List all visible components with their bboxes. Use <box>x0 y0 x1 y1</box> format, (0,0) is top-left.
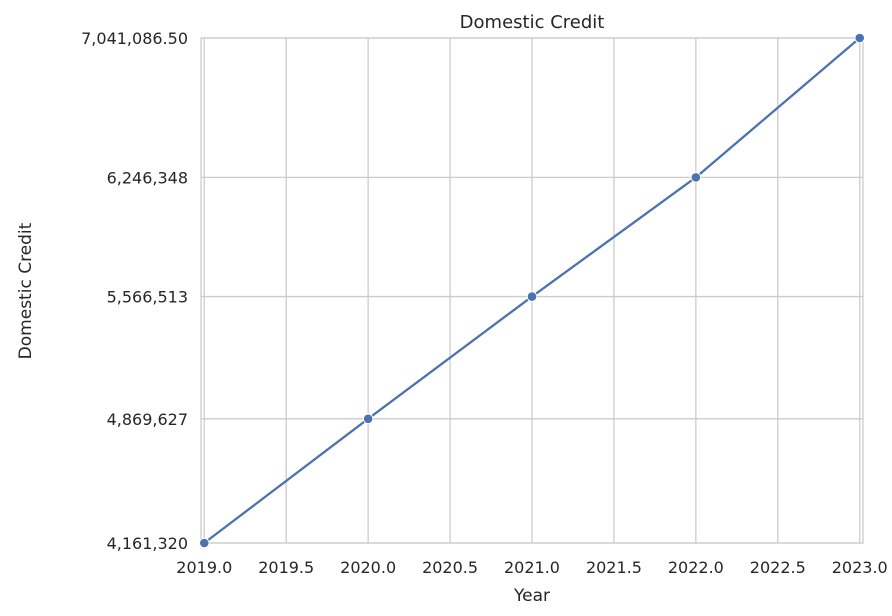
x-tick-label: 2020.0 <box>340 558 396 577</box>
y-tick-label: 4,161,320 <box>107 534 188 553</box>
data-point <box>198 537 210 549</box>
data-point <box>526 291 538 302</box>
axis-layer: Domestic Credit Year Domestic Credit 201… <box>16 12 888 606</box>
plot-layer <box>198 32 866 549</box>
plot-frame <box>200 37 864 544</box>
x-tick-label: 2020.5 <box>422 558 478 577</box>
x-tick-label: 2019.0 <box>176 558 232 577</box>
chart-title: Domestic Credit <box>460 12 605 33</box>
data-point <box>854 32 866 44</box>
x-tick-label: 2021.0 <box>504 558 560 577</box>
y-tick-label: 7,041,086.50 <box>81 29 188 48</box>
x-tick-label: 2022.5 <box>750 558 806 577</box>
y-tick-label: 5,566,513 <box>107 288 188 307</box>
data-point <box>690 172 702 183</box>
grid-layer <box>200 37 864 544</box>
x-tick-label: 2023.0 <box>832 558 888 577</box>
y-tick-label: 6,246,348 <box>107 168 188 187</box>
x-tick-label: 2021.5 <box>586 558 642 577</box>
y-tick-label: 4,869,627 <box>107 410 188 429</box>
data-point <box>362 413 374 425</box>
x-tick-label: 2019.5 <box>258 558 314 577</box>
y-axis-title: Domestic Credit <box>16 222 36 359</box>
x-tick-label: 2022.0 <box>668 558 724 577</box>
x-axis-title: Year <box>513 586 550 606</box>
